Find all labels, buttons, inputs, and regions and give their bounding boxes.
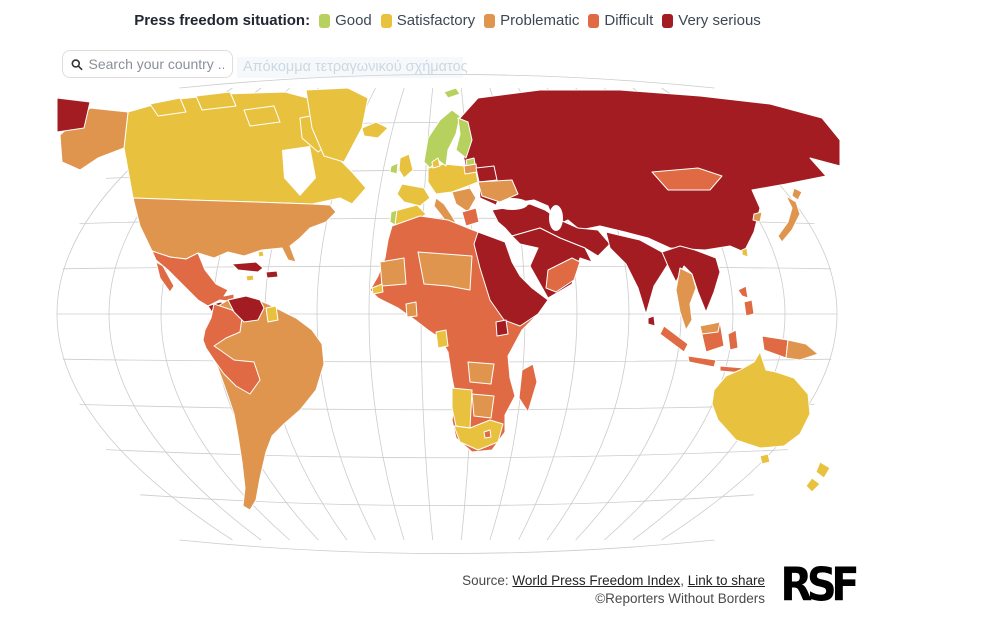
region-mauritania-mali[interactable]: [379, 257, 407, 287]
region-new-zealand-north[interactable]: [815, 461, 831, 479]
problematic-swatch: [484, 13, 496, 28]
region-uganda[interactable]: [495, 319, 509, 337]
legend-item-difficult: Difficult: [588, 12, 653, 29]
region-sri-lanka[interactable]: [647, 315, 656, 327]
region-colombia-peru-bolivia[interactable]: [202, 303, 261, 395]
region-new-zealand-south[interactable]: [805, 477, 821, 493]
region-latvia-lithuania[interactable]: [463, 163, 478, 175]
region-south-africa[interactable]: [453, 419, 504, 451]
region-tasmania[interactable]: [759, 453, 771, 465]
legend-title: Press freedom situation:: [134, 12, 311, 29]
region-arctic-islands-2[interactable]: [195, 91, 237, 111]
link-to-share[interactable]: Link to share: [687, 573, 765, 588]
legend: Press freedom situation: Good Satisfacto…: [0, 12, 895, 29]
region-mongolia[interactable]: [651, 167, 723, 191]
region-west-papua[interactable]: [761, 335, 789, 359]
legend-label: Satisfactory: [396, 12, 476, 29]
source-block: Source: World Press Freedom Index, Link …: [462, 572, 765, 608]
satisfactory-swatch: [380, 13, 392, 28]
legend-item-satisfactory: Satisfactory: [380, 12, 476, 29]
region-chukotka[interactable]: [56, 97, 91, 133]
region-cuba[interactable]: [231, 261, 264, 273]
region-namibia[interactable]: [451, 387, 473, 429]
very-serious-swatch: [662, 13, 674, 28]
legend-label: Problematic: [500, 12, 580, 29]
region-madagascar[interactable]: [518, 363, 538, 413]
region-greenland[interactable]: [305, 87, 369, 163]
region-usa[interactable]: [132, 197, 337, 263]
region-jamaica[interactable]: [245, 274, 255, 282]
region-niger-chad[interactable]: [417, 251, 473, 291]
region-iceland[interactable]: [361, 121, 389, 139]
region-balkans[interactable]: [451, 187, 477, 213]
region-botswana[interactable]: [471, 393, 495, 419]
region-taiwan[interactable]: [741, 247, 749, 258]
region-india-pakistan[interactable]: [605, 231, 669, 315]
region-australia[interactable]: [711, 351, 811, 449]
region-sumatra[interactable]: [659, 325, 689, 353]
difficult-swatch: [588, 13, 600, 28]
copyright-line: ©Reporters Without Borders: [595, 591, 765, 606]
region-papua-new-guinea[interactable]: [785, 339, 819, 361]
source-prefix: Source:: [462, 573, 513, 588]
region-mexico[interactable]: [151, 250, 235, 307]
legend-item-problematic: Problematic: [484, 12, 579, 29]
region-south-korea[interactable]: [752, 211, 763, 223]
region-arctic-islands-3[interactable]: [243, 105, 281, 127]
world-press-freedom-index-link[interactable]: World Press Freedom Index: [512, 573, 681, 588]
legend-item-good: Good: [319, 12, 372, 29]
source-separator: ,: [680, 573, 688, 588]
region-arctic-islands-1[interactable]: [149, 97, 187, 117]
region-japan-main[interactable]: [777, 195, 801, 243]
source-line: Source: World Press Freedom Index, Link …: [462, 572, 765, 590]
good-swatch: [319, 13, 331, 28]
region-ukraine[interactable]: [477, 179, 519, 203]
region-sulawesi[interactable]: [727, 329, 739, 351]
country-search-box[interactable]: [62, 50, 233, 78]
region-egypt-sudan-ethiopia[interactable]: [473, 231, 549, 327]
region-united-kingdom[interactable]: [398, 153, 414, 179]
region-senegal[interactable]: [371, 283, 384, 295]
region-gabon[interactable]: [435, 329, 449, 349]
region-baja-california[interactable]: [155, 261, 175, 293]
legend-label: Good: [335, 12, 372, 29]
region-java[interactable]: [687, 355, 717, 368]
region-philippines-north[interactable]: [737, 285, 749, 299]
region-hispaniola[interactable]: [265, 270, 279, 279]
region-suriname-guyana[interactable]: [265, 305, 279, 323]
region-ghana[interactable]: [405, 301, 418, 318]
region-yemen-oman[interactable]: [545, 257, 581, 293]
rsf-logo: RSF: [780, 558, 859, 613]
legend-label: Very serious: [678, 12, 761, 29]
region-france[interactable]: [396, 183, 431, 207]
region-lesotho[interactable]: [483, 429, 492, 439]
region-japan-hokkaido[interactable]: [791, 187, 803, 201]
legend-item-very-serious: Very serious: [662, 12, 761, 29]
region-venezuela[interactable]: [227, 295, 265, 323]
region-myanmar-vietnam[interactable]: [661, 245, 721, 313]
legend-label: Difficult: [604, 12, 654, 29]
black-sea: [496, 198, 528, 210]
caspian-sea: [549, 205, 563, 231]
region-belarus[interactable]: [475, 165, 498, 183]
region-finland[interactable]: [455, 117, 473, 159]
region-greece[interactable]: [461, 207, 480, 227]
search-input[interactable]: [88, 56, 224, 72]
region-thailand-malay-peninsula[interactable]: [675, 267, 697, 331]
magnifier-icon: [71, 58, 83, 70]
hudson-bay: [282, 146, 316, 196]
ghost-tooltip-text: Απόκομμα τετραγωνικού σχήματος: [237, 57, 468, 78]
region-malaysia-borneo[interactable]: [699, 321, 721, 335]
region-ireland[interactable]: [389, 162, 399, 175]
region-svalbard[interactable]: [443, 87, 461, 99]
region-zambia[interactable]: [467, 361, 495, 385]
region-denmark[interactable]: [431, 157, 441, 169]
region-bahamas[interactable]: [257, 250, 265, 258]
region-philippines-south[interactable]: [743, 299, 755, 317]
